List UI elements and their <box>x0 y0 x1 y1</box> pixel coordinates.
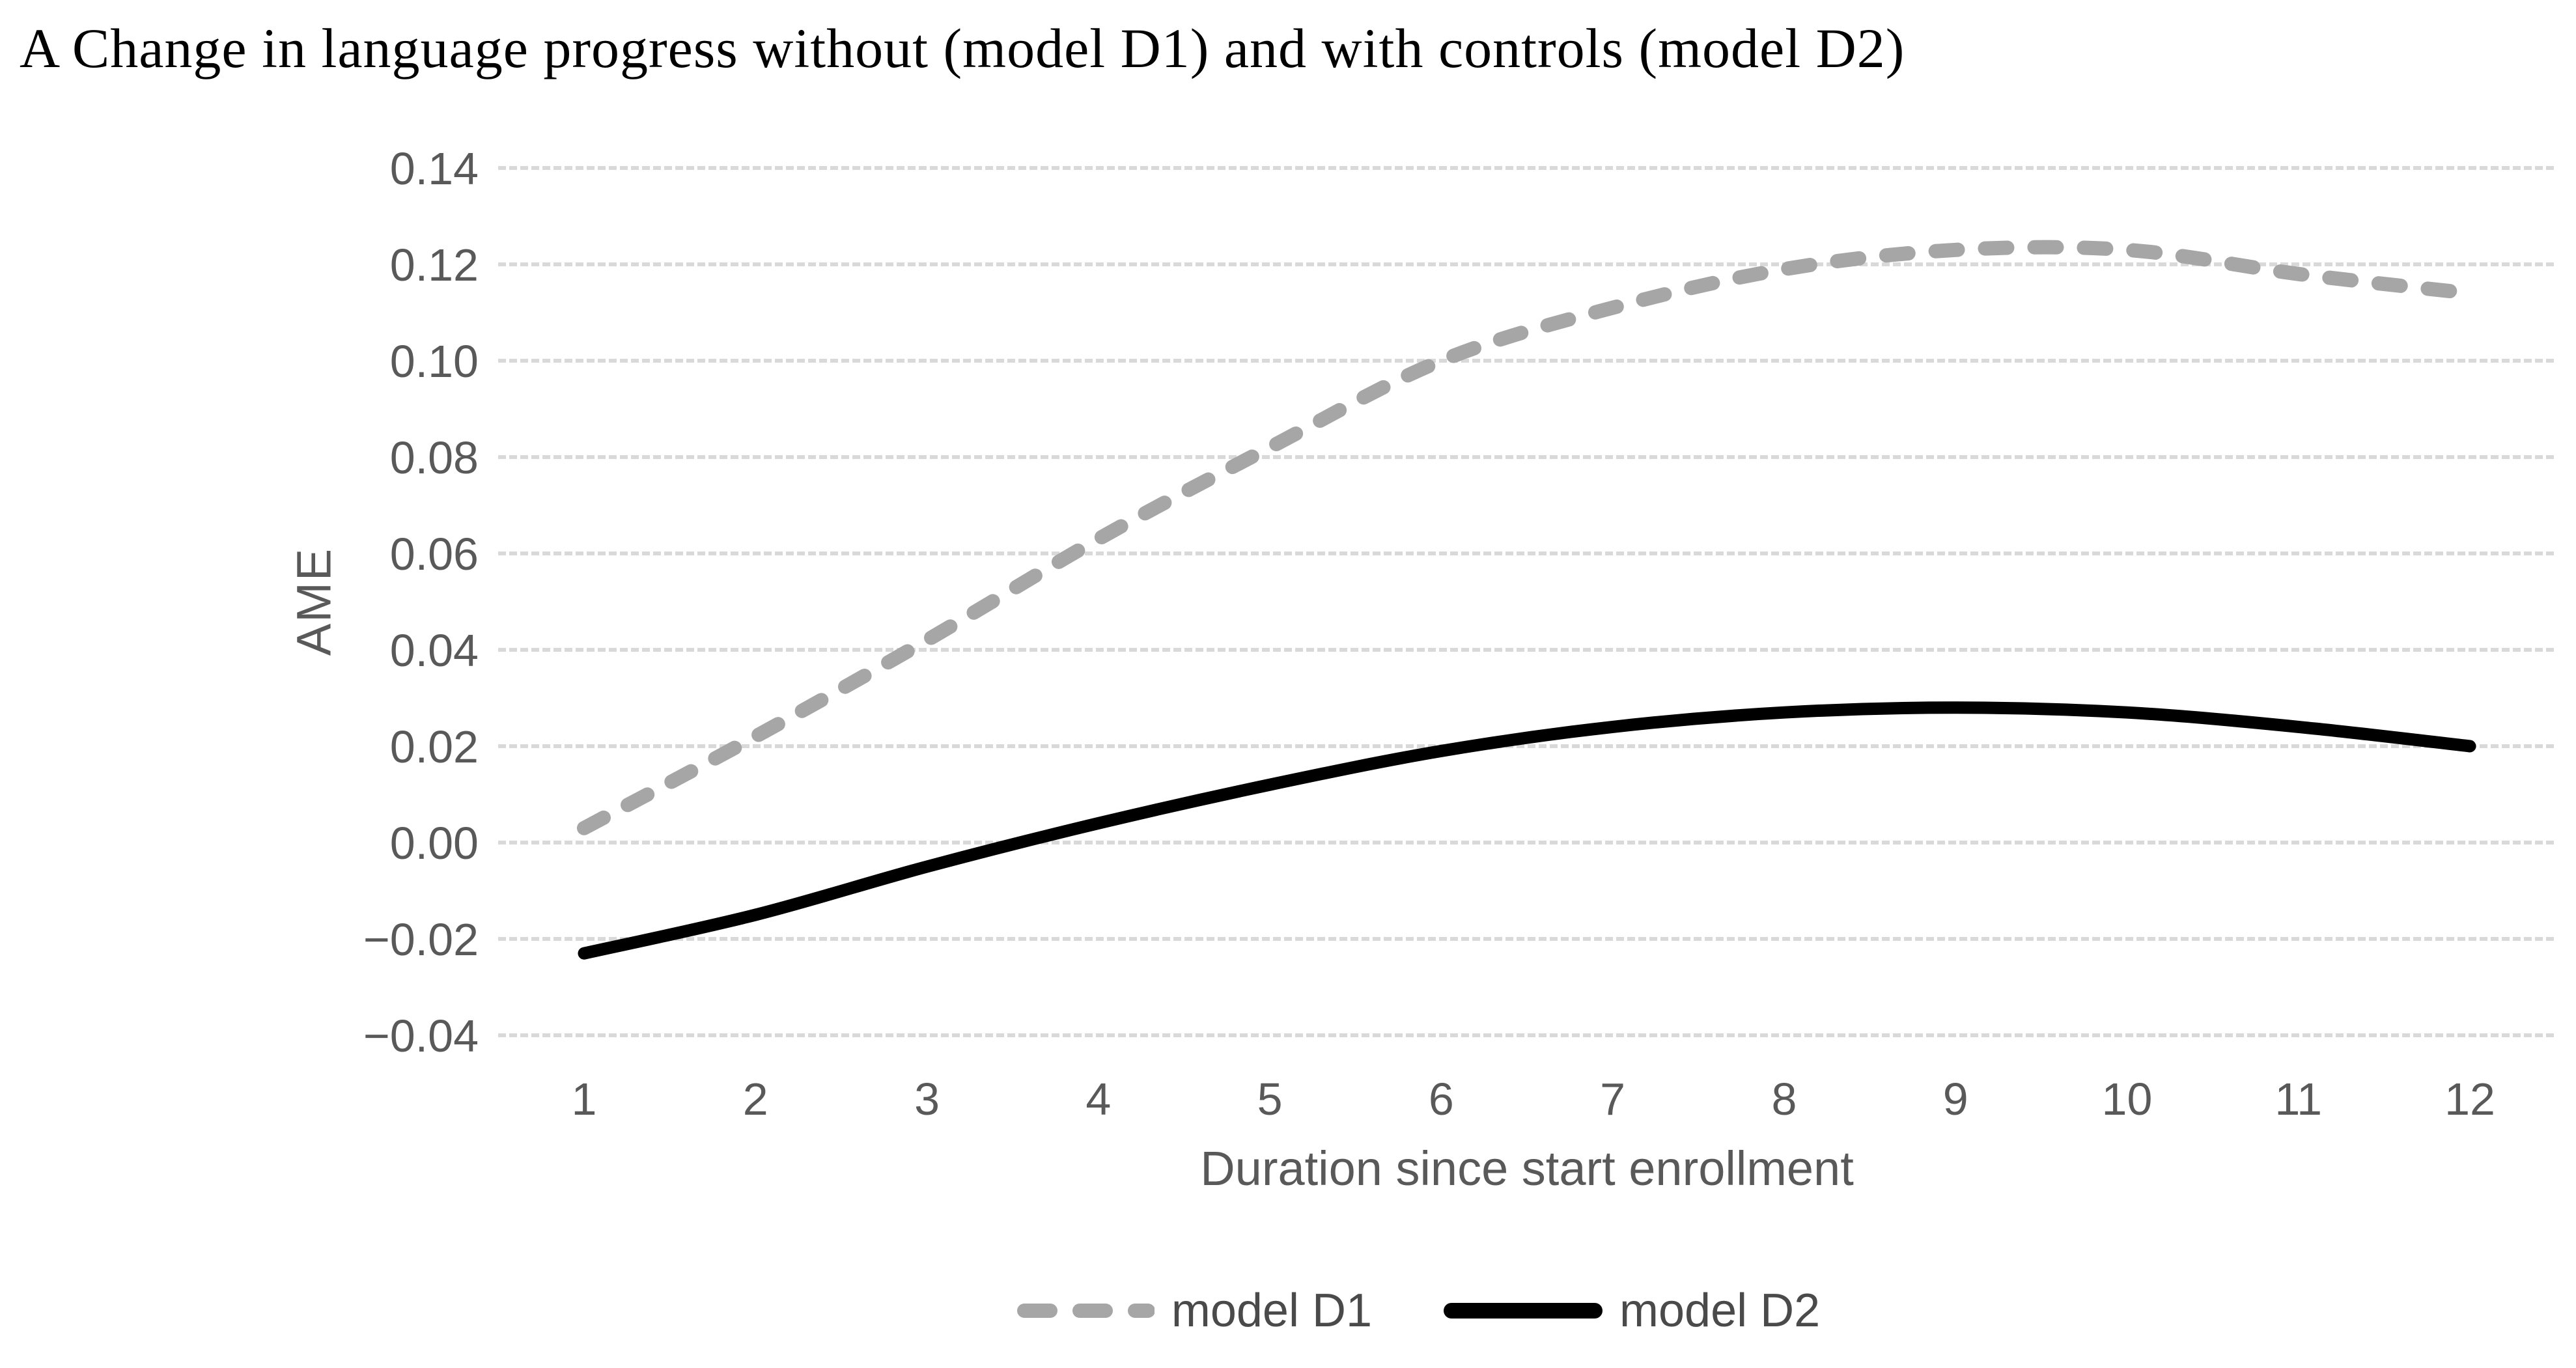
y-tick-label: 0.00 <box>390 818 479 869</box>
x-tick-label: 4 <box>1085 1074 1111 1124</box>
y-tick-label: 0.02 <box>390 721 479 772</box>
x-tick-label: 2 <box>743 1074 768 1124</box>
legend-label-model-d1: model D1 <box>1171 1285 1372 1337</box>
y-tick-label: 0.12 <box>390 240 479 290</box>
x-axis-title: Duration since start enrollment <box>1200 1141 1854 1195</box>
x-tick-label: 3 <box>914 1074 940 1124</box>
legend-item-model-d1: model D1 <box>1016 1284 1372 1337</box>
x-tick-label: 7 <box>1600 1074 1625 1124</box>
series-line-model-d1 <box>577 240 2477 835</box>
series-line-model-d2 <box>578 701 2476 960</box>
y-axis-title: AME <box>287 547 341 656</box>
y-tick-label: −0.02 <box>363 914 479 965</box>
legend-item-model-d2: model D2 <box>1444 1284 1820 1337</box>
x-tick-label: 5 <box>1257 1074 1283 1124</box>
y-tick-label: 0.10 <box>390 336 479 387</box>
solid-line-swatch-icon <box>1444 1303 1603 1319</box>
x-tick-label: 1 <box>572 1074 597 1124</box>
x-tick-label: 12 <box>2444 1074 2495 1124</box>
x-tick-label: 11 <box>2275 1074 2322 1124</box>
chart-title: A Change in language progress without (m… <box>20 17 1905 79</box>
legend-label-model-d2: model D2 <box>1619 1285 1821 1337</box>
y-tick-label: −0.04 <box>363 1011 479 1061</box>
x-tick-label: 8 <box>1771 1074 1797 1124</box>
y-tick-label: 0.06 <box>390 529 479 579</box>
x-tick-label: 9 <box>1943 1074 1968 1124</box>
legend: model D1 model D2 <box>260 1284 2576 1337</box>
x-tick-label: 10 <box>2102 1074 2153 1124</box>
y-tick-label: 0.04 <box>390 625 479 676</box>
x-tick-label: 6 <box>1429 1074 1454 1124</box>
y-tick-label: 0.08 <box>390 432 479 483</box>
y-tick-label: 0.14 <box>390 143 479 194</box>
dashed-line-swatch-icon <box>1016 1304 1155 1318</box>
